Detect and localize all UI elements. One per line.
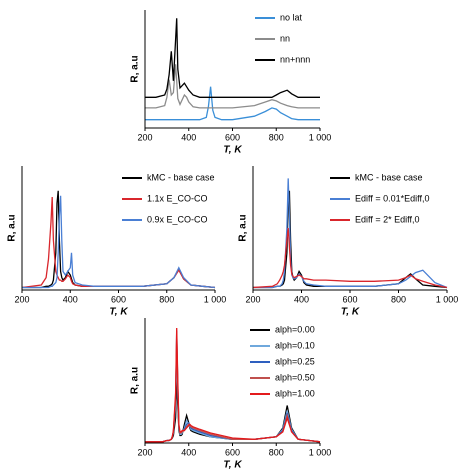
data-line: [145, 18, 320, 98]
x-tick-label: 400: [181, 447, 196, 457]
legend-label: no lat: [280, 12, 303, 22]
data-line: [253, 178, 448, 289]
legend-label: alph=0.25: [275, 356, 315, 366]
x-tick-label: 1 000: [204, 294, 227, 304]
x-tick-label: 600: [111, 294, 126, 304]
legend-label: kMC - base case: [355, 172, 423, 182]
legend-label: nn: [280, 33, 290, 43]
x-tick-label: 600: [225, 447, 240, 457]
x-tick-label: 200: [137, 447, 152, 457]
x-tick-label: 1 000: [436, 294, 459, 304]
x-tick-label: 400: [181, 132, 196, 142]
legend-label: Ediff = 2* Ediff,0: [355, 214, 419, 224]
legend-label: alph=1.00: [275, 388, 315, 398]
x-tick-label: 400: [294, 294, 309, 304]
legend-label: nn+nnn: [280, 54, 310, 64]
y-axis-label: R, a.u: [238, 214, 249, 241]
x-tick-label: 1 000: [309, 447, 332, 457]
x-tick-label: 400: [63, 294, 78, 304]
data-line: [145, 86, 320, 121]
x-tick-label: 800: [269, 132, 284, 142]
data-line: [22, 190, 216, 289]
y-axis-label: R, a.u: [7, 214, 18, 241]
x-tick-label: 200: [245, 294, 260, 304]
legend-label: 0.9x E_CO-CO: [147, 214, 208, 224]
x-tick-label: 800: [159, 294, 174, 304]
x-tick-label: 1 000: [309, 132, 332, 142]
legend-label: 1.1x E_CO-CO: [147, 193, 208, 203]
legend-label: kMC - base case: [147, 172, 215, 182]
x-tick-label: 800: [269, 447, 284, 457]
x-axis-label: T, K: [109, 307, 128, 318]
data-line: [145, 327, 321, 443]
x-tick-label: 800: [391, 294, 406, 304]
x-tick-label: 200: [137, 132, 152, 142]
legend-label: Ediff = 0.01*Ediff,0: [355, 193, 429, 203]
data-line: [22, 195, 216, 289]
x-axis-label: T, K: [223, 145, 242, 156]
data-line: [21, 196, 216, 289]
x-axis-label: T, K: [223, 460, 242, 471]
legend-label: alph=0.00: [275, 324, 315, 334]
legend-label: alph=0.50: [275, 372, 315, 382]
y-axis-label: R, a.u: [130, 55, 141, 82]
data-line: [252, 227, 448, 289]
x-tick-label: 600: [225, 132, 240, 142]
data-line: [145, 64, 320, 109]
data-line: [145, 355, 321, 443]
y-axis-label: R, a.u: [130, 367, 141, 394]
x-tick-label: 600: [342, 294, 357, 304]
x-axis-label: T, K: [341, 307, 360, 318]
x-tick-label: 200: [14, 294, 29, 304]
legend-label: alph=0.10: [275, 340, 315, 350]
